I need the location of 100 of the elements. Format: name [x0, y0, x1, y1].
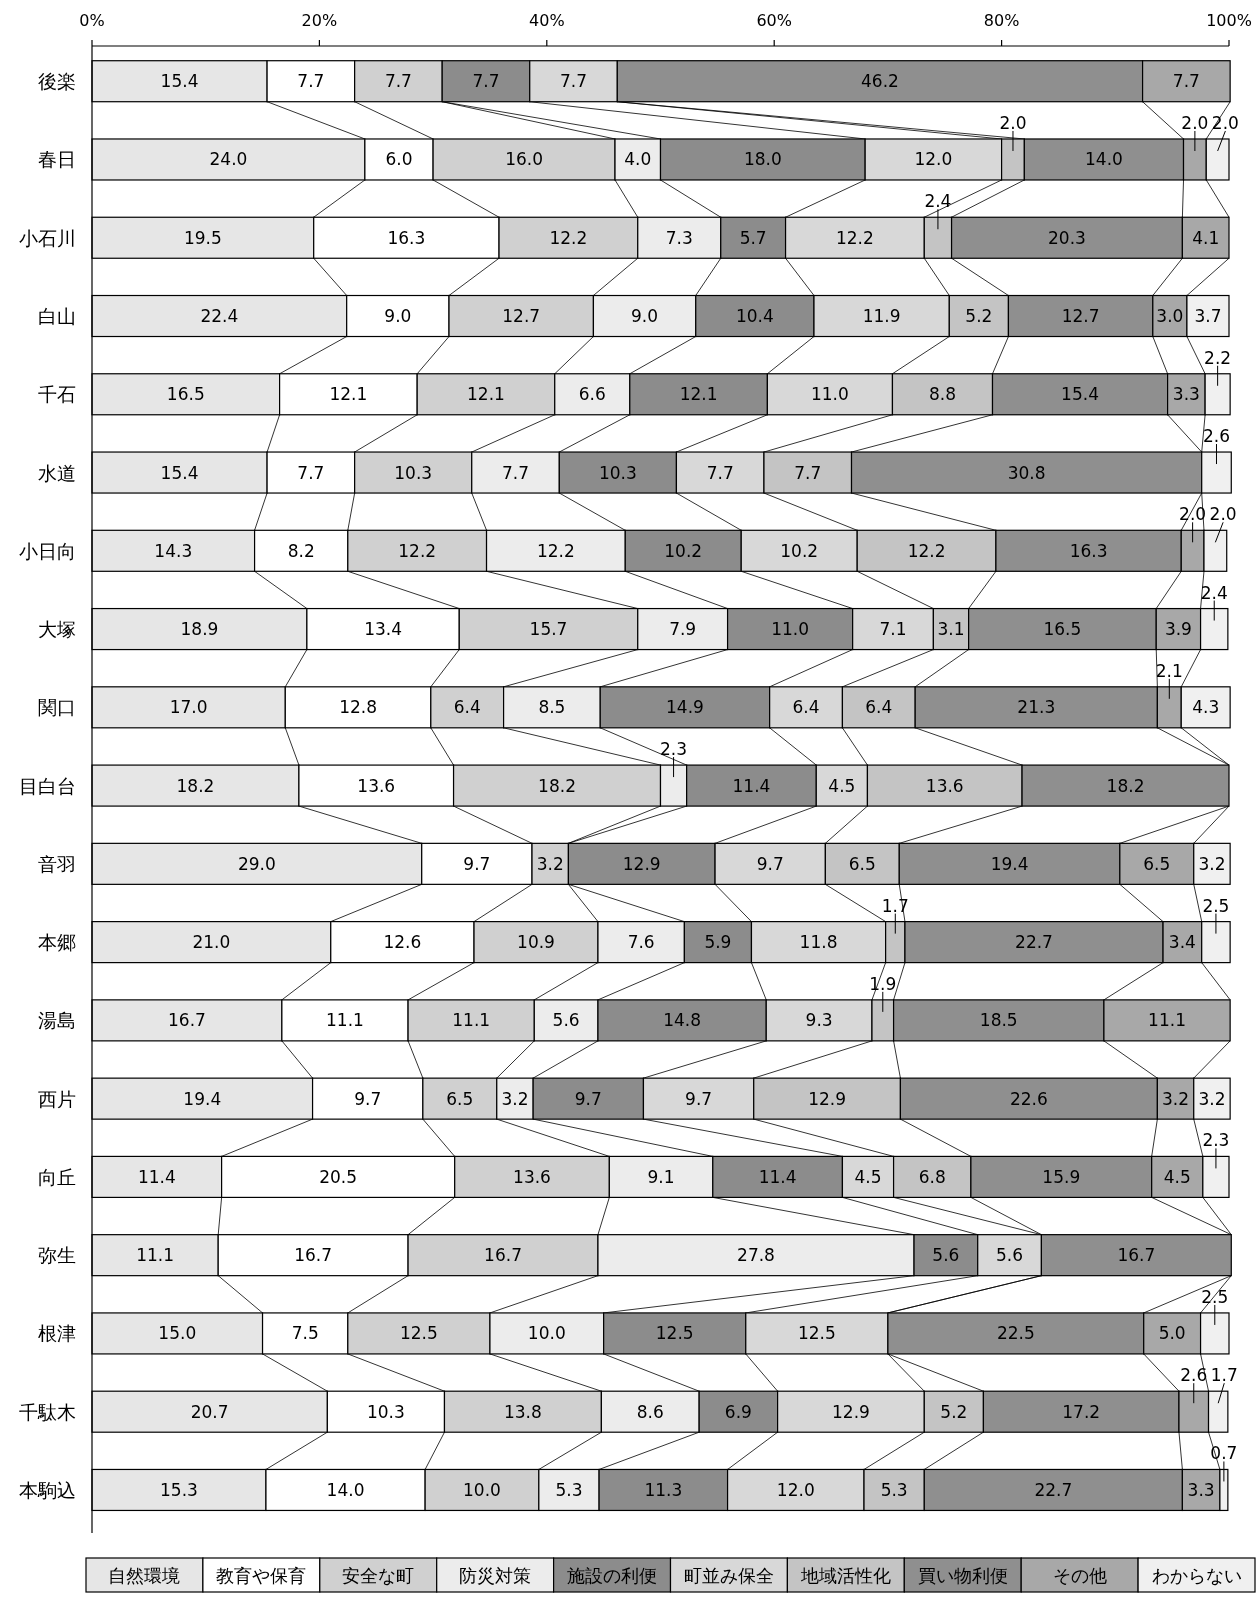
data-label: 19.4 — [990, 853, 1029, 874]
data-label: 11.0 — [810, 384, 849, 405]
data-label: 11.4 — [732, 775, 771, 796]
y-tick-label: 目白台 — [19, 774, 76, 797]
data-label: 18.5 — [979, 1010, 1018, 1031]
data-label: 3.2 — [1198, 1088, 1226, 1109]
data-label: 6.4 — [792, 697, 820, 718]
data-label: 12.2 — [549, 227, 588, 248]
y-tick-label: 大塚 — [38, 618, 76, 641]
data-label: 14.8 — [663, 1010, 702, 1031]
data-label: 14.0 — [326, 1479, 365, 1500]
data-label: 24.0 — [209, 149, 248, 170]
data-label: 6.0 — [385, 149, 413, 170]
data-label: 11.1 — [452, 1010, 491, 1031]
data-label: 11.4 — [758, 1166, 797, 1187]
data-label: 2.1 — [1155, 660, 1183, 681]
text: 地域活性化 — [799, 1564, 891, 1586]
data-label: 3.1 — [937, 619, 965, 640]
data-label: 7.7 — [1172, 71, 1200, 92]
data-label: 5.3 — [555, 1479, 583, 1500]
data-label: 0.7 — [1210, 1443, 1238, 1464]
data-label: 18.2 — [538, 775, 576, 796]
text: 施設の利便 — [567, 1564, 658, 1586]
data-label: 3.2 — [1162, 1088, 1190, 1109]
data-label: 16.5 — [166, 384, 205, 405]
y-tick-label: 小日向 — [19, 539, 76, 562]
y-tick-label: 後楽 — [38, 70, 76, 93]
data-label: 16.7 — [294, 1245, 333, 1266]
data-label: 12.2 — [536, 540, 575, 561]
data-label: 18.2 — [1106, 775, 1145, 796]
data-label: 4.5 — [1163, 1166, 1191, 1187]
data-label: 8.8 — [928, 384, 956, 405]
data-label: 30.8 — [1007, 462, 1046, 483]
y-tick-label: 西片 — [38, 1087, 76, 1110]
data-label: 14.0 — [1085, 149, 1123, 170]
data-label: 16.5 — [1043, 619, 1082, 640]
data-label: 7.7 — [794, 462, 822, 483]
data-label: 10.4 — [735, 306, 774, 327]
data-label: 12.7 — [502, 306, 541, 327]
data-label: 12.5 — [399, 1323, 438, 1344]
data-label: 12.1 — [467, 384, 505, 405]
data-label: 18.9 — [180, 619, 219, 640]
data-label: 2.6 — [1180, 1365, 1208, 1386]
y-tick-label: 音羽 — [38, 852, 76, 875]
data-label: 13.6 — [513, 1166, 551, 1187]
data-label: 17.2 — [1062, 1401, 1101, 1422]
data-label: 3.4 — [1168, 932, 1196, 953]
data-label: 10.2 — [780, 540, 819, 561]
data-label: 4.0 — [624, 149, 652, 170]
data-label: 18.0 — [743, 149, 782, 170]
data-label: 13.4 — [364, 619, 402, 640]
data-label: 10.0 — [527, 1323, 566, 1344]
data-label: 12.1 — [329, 384, 368, 405]
data-label: 11.1 — [1148, 1010, 1186, 1031]
data-label: 3.7 — [1194, 306, 1222, 327]
data-label: 6.5 — [1143, 853, 1171, 874]
data-label: 2.0 — [1179, 504, 1207, 525]
data-label: 3.0 — [1156, 306, 1184, 327]
data-label: 14.9 — [666, 697, 704, 718]
data-label: 4.1 — [1192, 227, 1220, 248]
y-tick-label: 関口 — [38, 696, 76, 719]
data-label: 2.3 — [1202, 1130, 1230, 1151]
data-label: 19.5 — [183, 227, 222, 248]
data-label: 46.2 — [861, 71, 899, 92]
data-label: 12.9 — [832, 1401, 870, 1422]
data-label: 1.7 — [1210, 1365, 1238, 1386]
data-label: 12.5 — [655, 1323, 694, 1344]
data-label: 3.9 — [1164, 619, 1192, 640]
data-label: 12.2 — [398, 540, 437, 561]
data-label: 22.7 — [1015, 932, 1053, 953]
y-tick-label: 水道 — [38, 461, 76, 484]
data-label: 2.5 — [1202, 895, 1230, 916]
data-label: 9.1 — [647, 1166, 675, 1187]
x-tick-label: 80% — [983, 10, 1020, 30]
data-label: 10.3 — [394, 462, 433, 483]
data-label: 11.0 — [771, 619, 810, 640]
data-label: 7.7 — [706, 462, 734, 483]
data-label: 12.2 — [907, 540, 946, 561]
data-label: 7.1 — [879, 619, 907, 640]
data-label: 4.5 — [854, 1166, 882, 1187]
data-label: 10.3 — [366, 1401, 405, 1422]
text: 自然環境 — [108, 1564, 181, 1586]
data-label: 12.5 — [797, 1323, 836, 1344]
data-label: 20.5 — [319, 1166, 358, 1187]
data-label: 20.3 — [1048, 227, 1086, 248]
text: 買い物利便 — [917, 1564, 1008, 1586]
data-label: 3.2 — [536, 853, 564, 874]
data-label: 9.3 — [805, 1010, 833, 1031]
data-label: 5.7 — [739, 227, 767, 248]
data-label: 22.4 — [200, 306, 239, 327]
data-label: 7.3 — [665, 227, 693, 248]
data-label: 16.3 — [1069, 540, 1108, 561]
data-label: 12.9 — [622, 853, 661, 874]
data-label: 16.7 — [1117, 1245, 1156, 1266]
data-label: 7.7 — [297, 462, 325, 483]
data-label: 10.9 — [517, 932, 555, 953]
y-tick-label: 千石 — [38, 383, 76, 406]
data-label: 17.0 — [169, 697, 208, 718]
data-label: 13.8 — [503, 1401, 542, 1422]
data-label: 11.3 — [644, 1479, 683, 1500]
